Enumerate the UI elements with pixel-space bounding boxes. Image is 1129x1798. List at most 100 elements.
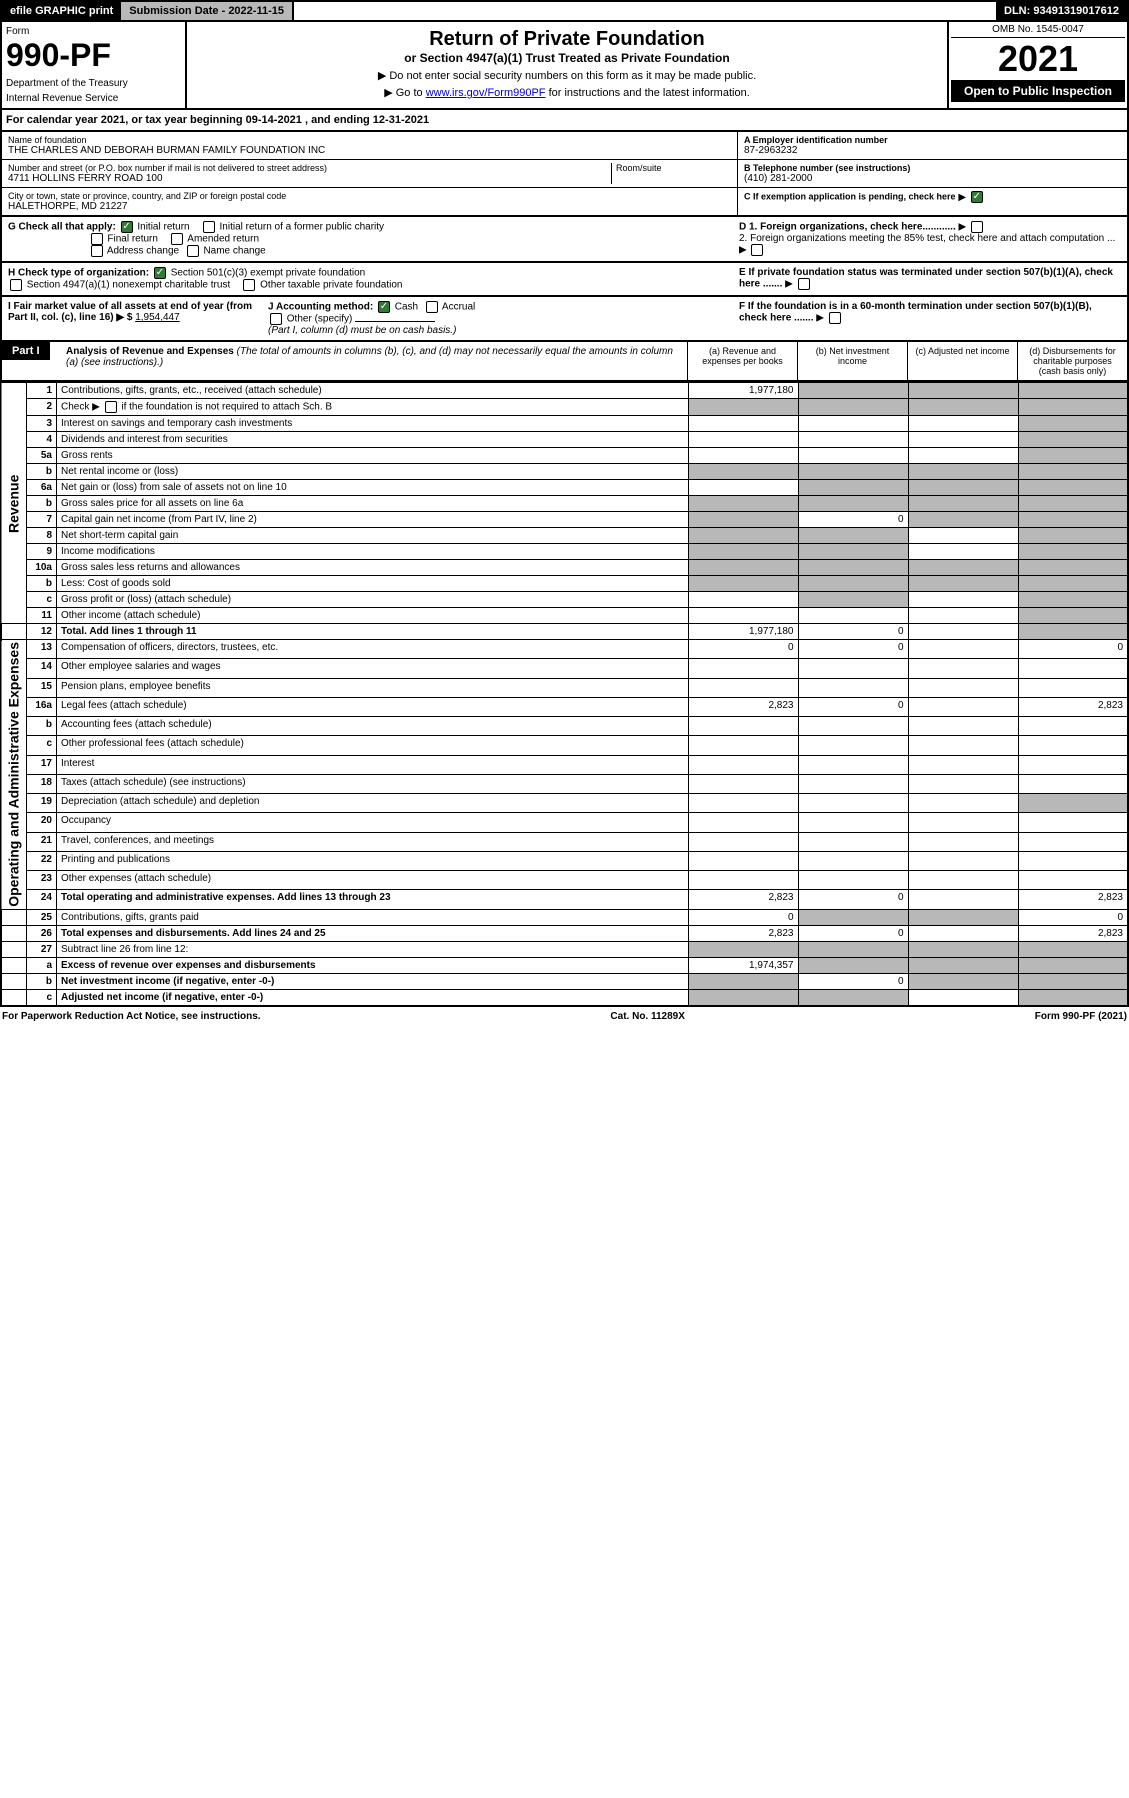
- table-row: bLess: Cost of goods sold: [1, 576, 1128, 592]
- name-change-checkbox[interactable]: [187, 245, 199, 257]
- col-c-header: (c) Adjusted net income: [907, 342, 1017, 380]
- table-row: aExcess of revenue over expenses and dis…: [1, 957, 1128, 973]
- form-number: 990-PF: [6, 37, 181, 74]
- table-row: Revenue 1 Contributions, gifts, grants, …: [1, 383, 1128, 399]
- ein-label: A Employer identification number: [744, 135, 1121, 145]
- e-checkbox[interactable]: [798, 278, 810, 290]
- schb-checkbox[interactable]: [105, 401, 117, 413]
- table-row: 12Total. Add lines 1 through 111,977,180…: [1, 624, 1128, 640]
- table-row: 25Contributions, gifts, grants paid00: [1, 909, 1128, 925]
- open-public-badge: Open to Public Inspection: [951, 80, 1125, 102]
- table-row: cAdjusted net income (if negative, enter…: [1, 989, 1128, 1006]
- irs-link[interactable]: www.irs.gov/Form990PF: [426, 87, 546, 99]
- f-label: F If the foundation is in a 60-month ter…: [739, 301, 1092, 324]
- d1-checkbox[interactable]: [971, 221, 983, 233]
- table-row: 11Other income (attach schedule): [1, 608, 1128, 624]
- analysis-table: Revenue 1 Contributions, gifts, grants, …: [0, 382, 1129, 1007]
- city-value: HALETHORPE, MD 21227: [8, 201, 731, 212]
- cat-number: Cat. No. 11289X: [610, 1011, 684, 1022]
- dln-label: DLN: 93491319017612: [996, 2, 1127, 20]
- initial-former-checkbox[interactable]: [203, 221, 215, 233]
- irs-label: Internal Revenue Service: [6, 93, 181, 104]
- address-value: 4711 HOLLINS FERRY ROAD 100: [8, 173, 611, 184]
- col-b-header: (b) Net investment income: [797, 342, 907, 380]
- table-row: cOther professional fees (attach schedul…: [1, 736, 1128, 755]
- table-row: bGross sales price for all assets on lin…: [1, 496, 1128, 512]
- dept-treasury: Department of the Treasury: [6, 78, 181, 89]
- i-label: I Fair market value of all assets at end…: [8, 301, 252, 323]
- h-label: H Check type of organization:: [8, 268, 149, 279]
- form-label: Form: [6, 26, 181, 37]
- table-row: 6aNet gain or (loss) from sale of assets…: [1, 480, 1128, 496]
- exemption-checkbox[interactable]: ✓: [971, 191, 983, 203]
- table-row: bNet rental income or (loss): [1, 464, 1128, 480]
- f-checkbox[interactable]: [829, 312, 841, 324]
- form-header: Form 990-PF Department of the Treasury I…: [0, 22, 1129, 110]
- foundation-info: Name of foundation THE CHARLES AND DEBOR…: [0, 132, 1129, 217]
- form-title: Return of Private Foundation: [193, 28, 941, 51]
- revenue-section-label: Revenue: [1, 383, 27, 624]
- ein-value: 87-2963232: [744, 145, 1121, 156]
- 501c3-checkbox[interactable]: ✓: [154, 267, 166, 279]
- tax-year: 2021: [951, 38, 1125, 80]
- initial-return-checkbox[interactable]: ✓: [121, 221, 133, 233]
- other-method-checkbox[interactable]: [270, 313, 282, 325]
- form-subtitle: or Section 4947(a)(1) Trust Treated as P…: [193, 51, 941, 65]
- table-row: 20Occupancy: [1, 813, 1128, 832]
- g-label: G Check all that apply:: [8, 222, 116, 233]
- col-a-header: (a) Revenue and expenses per books: [687, 342, 797, 380]
- submission-date: Submission Date - 2022-11-15: [121, 2, 294, 20]
- name-label: Name of foundation: [8, 135, 731, 145]
- omb-number: OMB No. 1545-0047: [951, 24, 1125, 38]
- top-bar: efile GRAPHIC print Submission Date - 20…: [0, 0, 1129, 22]
- table-row: 17Interest: [1, 755, 1128, 774]
- foundation-name: THE CHARLES AND DEBORAH BURMAN FAMILY FO…: [8, 145, 731, 156]
- l1-col-a: 1,977,180: [688, 383, 798, 399]
- table-row: 23Other expenses (attach schedule): [1, 871, 1128, 890]
- table-row: 10aGross sales less returns and allowanc…: [1, 560, 1128, 576]
- part1-header: Part I Analysis of Revenue and Expenses …: [0, 342, 1129, 382]
- j-label: J Accounting method:: [268, 302, 373, 313]
- final-return-checkbox[interactable]: [91, 233, 103, 245]
- address-change-checkbox[interactable]: [91, 245, 103, 257]
- form-ref: Form 990-PF (2021): [1035, 1011, 1127, 1022]
- page-footer: For Paperwork Reduction Act Notice, see …: [0, 1007, 1129, 1026]
- ssn-note: ▶ Do not enter social security numbers o…: [193, 69, 941, 82]
- city-label: City or town, state or province, country…: [8, 191, 731, 201]
- e-label: E If private foundation status was termi…: [739, 267, 1113, 290]
- table-row: 24Total operating and administrative exp…: [1, 890, 1128, 909]
- table-row: 5aGross rents: [1, 448, 1128, 464]
- table-row: bNet investment income (if negative, ent…: [1, 973, 1128, 989]
- phone-value: (410) 281-2000: [744, 173, 1121, 184]
- d2-checkbox[interactable]: [751, 244, 763, 256]
- table-row: 18Taxes (attach schedule) (see instructi…: [1, 774, 1128, 793]
- part1-title: Analysis of Revenue and Expenses: [66, 346, 234, 357]
- table-row: 14Other employee salaries and wages: [1, 659, 1128, 678]
- j-note: (Part I, column (d) must be on cash basi…: [268, 325, 456, 336]
- exemption-label: C If exemption application is pending, c…: [744, 192, 956, 202]
- fmv-value: 1,954,447: [135, 312, 180, 323]
- table-row: 22Printing and publications: [1, 851, 1128, 870]
- table-row: 19Depreciation (attach schedule) and dep…: [1, 794, 1128, 813]
- table-row: cGross profit or (loss) (attach schedule…: [1, 592, 1128, 608]
- cash-checkbox[interactable]: ✓: [378, 301, 390, 313]
- section-h-e: H Check type of organization: ✓ Section …: [0, 263, 1129, 297]
- table-row: 21Travel, conferences, and meetings: [1, 832, 1128, 851]
- pra-notice: For Paperwork Reduction Act Notice, see …: [2, 1011, 261, 1022]
- efile-label[interactable]: efile GRAPHIC print: [2, 2, 121, 20]
- table-row: 9Income modifications: [1, 544, 1128, 560]
- table-row: 2 Check ▶ if the foundation is not requi…: [1, 399, 1128, 416]
- 4947-checkbox[interactable]: [10, 279, 22, 291]
- other-taxable-checkbox[interactable]: [243, 279, 255, 291]
- calendar-year-row: For calendar year 2021, or tax year begi…: [0, 110, 1129, 132]
- phone-label: B Telephone number (see instructions): [744, 163, 1121, 173]
- accrual-checkbox[interactable]: [426, 301, 438, 313]
- table-row: 16aLegal fees (attach schedule)2,82302,8…: [1, 697, 1128, 716]
- table-row: 26Total expenses and disbursements. Add …: [1, 925, 1128, 941]
- table-row: 7Capital gain net income (from Part IV, …: [1, 512, 1128, 528]
- amended-return-checkbox[interactable]: [171, 233, 183, 245]
- d1-label: D 1. Foreign organizations, check here..…: [739, 222, 956, 233]
- room-label: Room/suite: [616, 163, 731, 173]
- table-row: 3Interest on savings and temporary cash …: [1, 416, 1128, 432]
- section-ijf: I Fair market value of all assets at end…: [0, 297, 1129, 342]
